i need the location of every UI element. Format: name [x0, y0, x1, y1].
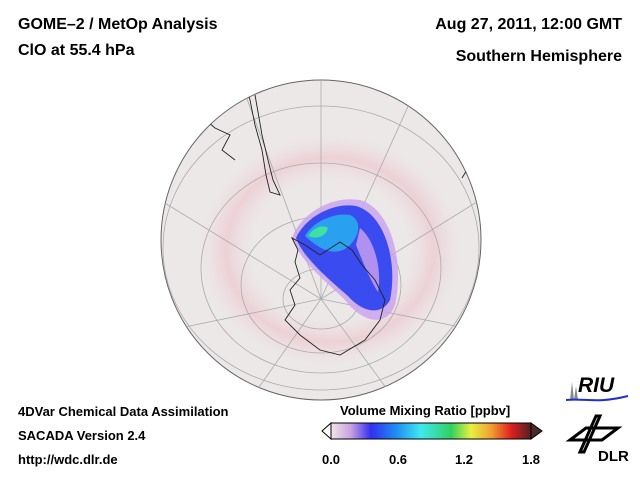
clo-enhancement [292, 199, 399, 320]
riu-logo: RIU [566, 374, 630, 406]
footer-method: 4DVar Chemical Data Assimilation [18, 404, 229, 419]
colorbar-min-arrow [321, 421, 332, 441]
region-label: Southern Hemisphere [455, 48, 622, 65]
subtitle: ClO at 55.4 hPa [18, 42, 135, 59]
riu-logo-text: RIU [578, 374, 615, 397]
colorbar-tick: 0.0 [321, 452, 341, 467]
colorbar [321, 421, 543, 441]
dlr-logo-mark [565, 414, 623, 454]
riu-logo-mark [566, 382, 629, 402]
title: GOME–2 / MetOp Analysis [18, 16, 218, 33]
date-label: Aug 27, 2011, 12:00 GMT [435, 16, 622, 33]
colorbar-tick: 0.6 [388, 452, 408, 467]
colorbar-tick: 1.8 [521, 452, 541, 467]
dlr-logo: DLR [564, 414, 634, 468]
colorbar-tick: 1.2 [454, 452, 474, 467]
dlr-logo-text: DLR [598, 448, 629, 465]
colorbar-title: Volume Mixing Ratio [ppbv] [340, 403, 511, 418]
footer-version: SACADA Version 2.4 [18, 428, 146, 443]
colorbar-max-arrow [530, 422, 543, 440]
footer-url[interactable]: http://wdc.dlr.de [18, 452, 118, 467]
colorbar-gradient [330, 422, 532, 440]
